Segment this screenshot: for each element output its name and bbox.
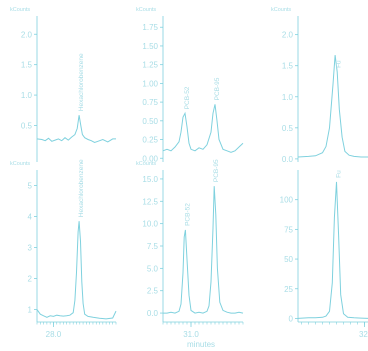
y-tick-label: 2 <box>28 275 33 284</box>
series-line <box>297 181 368 319</box>
y-tick-label: 0.75 <box>142 98 158 107</box>
y-axis-title: kCounts <box>136 161 156 167</box>
x-tick-label: 31.0 <box>183 330 199 339</box>
y-axis-title: kCounts <box>10 161 30 167</box>
x-axis-label: minutes <box>187 340 216 349</box>
y-tick-label: 5.0 <box>147 264 159 273</box>
peak-annotation: Fu <box>336 60 343 68</box>
y-tick-label: 1.75 <box>142 23 158 32</box>
x-tick-label: 32. <box>359 330 368 339</box>
y-tick-label: 15.0 <box>142 175 158 184</box>
peak-annotation: PCB-95 <box>214 77 221 100</box>
peak-annotation: Hexachlorobenzene <box>78 159 85 217</box>
y-axis-title: kCounts <box>10 7 30 13</box>
y-axis-title: kCounts <box>271 7 291 13</box>
y-tick-label: 1.5 <box>21 61 33 70</box>
y-tick-label: 100 <box>280 196 294 205</box>
y-tick-label: 3 <box>28 244 33 253</box>
peak-annotation: PCB-95 <box>213 159 220 182</box>
y-tick-label: 12.5 <box>142 197 158 206</box>
y-tick-label: 1.50 <box>142 42 158 51</box>
x-tick-label: 28.0 <box>46 330 62 339</box>
y-tick-label: 0.5 <box>282 124 294 133</box>
y-axis-title: kCounts <box>136 7 156 13</box>
y-tick-label: 1 <box>28 306 33 315</box>
y-tick-label: 0.0 <box>147 309 159 318</box>
peak-annotation: Hexachlorobenzene <box>78 53 85 111</box>
y-tick-label: 0 <box>289 314 294 323</box>
y-tick-label: 1.5 <box>282 62 294 71</box>
y-tick-label: 1.25 <box>142 61 158 70</box>
y-tick-label: 1.00 <box>142 79 158 88</box>
y-tick-label: 1.0 <box>282 93 294 102</box>
y-tick-label: 5 <box>28 182 33 191</box>
series-line <box>163 186 244 314</box>
y-tick-label: 2.0 <box>21 30 33 39</box>
peak-annotation: PCB-52 <box>184 86 191 109</box>
y-tick-label: 1.0 <box>21 91 33 100</box>
y-tick-label: 10.0 <box>142 220 158 229</box>
peak-annotation: PCB-52 <box>184 203 191 226</box>
y-tick-label: 50 <box>284 255 293 264</box>
y-tick-label: 75 <box>284 225 293 234</box>
y-tick-label: 2.5 <box>147 287 159 296</box>
y-tick-label: 0.5 <box>21 122 33 131</box>
y-tick-label: 7.5 <box>147 242 159 251</box>
series-line <box>162 104 244 153</box>
peak-annotation: Fu <box>336 170 343 178</box>
series-line <box>297 55 368 158</box>
series-line <box>36 221 117 320</box>
y-tick-label: 0.0 <box>282 155 294 164</box>
series-line <box>36 115 116 144</box>
y-tick-label: 0.50 <box>142 117 158 126</box>
y-tick-label: 2.0 <box>282 31 294 40</box>
y-tick-label: 0.25 <box>142 136 158 145</box>
y-tick-label: 25 <box>284 285 293 294</box>
y-tick-label: 4 <box>28 213 33 222</box>
y-tick-label: 0.00 <box>142 154 158 163</box>
